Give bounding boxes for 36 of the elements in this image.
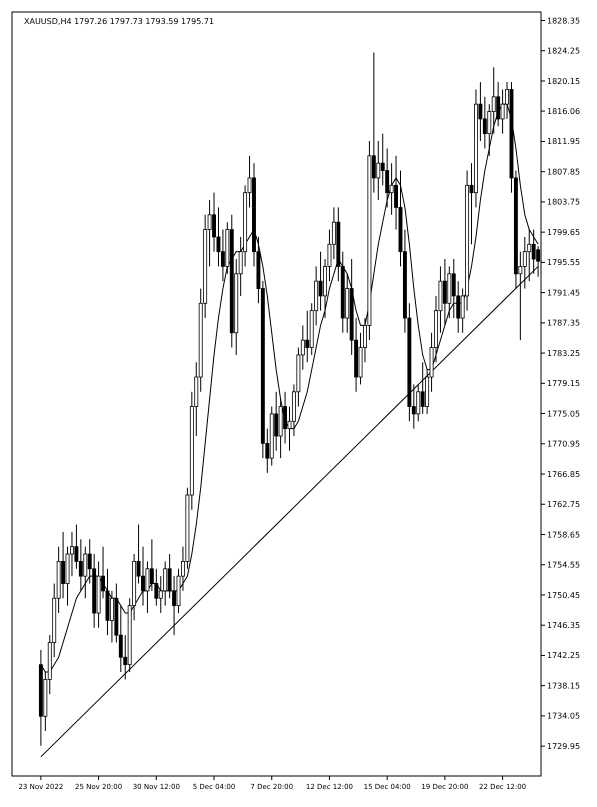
candlestick: [420, 362, 425, 414]
candlestick: [482, 96, 487, 149]
y-tick-label: 1750.45: [547, 590, 580, 600]
y-tick-label: 1734.05: [547, 712, 580, 721]
y-tick-label: 1738.15: [547, 681, 580, 690]
y-tick-label: 1820.15: [547, 76, 580, 86]
y-tick-label: 1762.75: [547, 500, 580, 510]
candlestick: [83, 546, 88, 599]
y-tick-label: 1770.95: [547, 440, 580, 449]
y-tick-label: 1824.25: [547, 46, 580, 56]
y-tick-label: 1754.55: [547, 560, 580, 570]
candlestick: [78, 538, 83, 592]
candlestick: [376, 140, 380, 201]
y-tick-label: 1803.75: [547, 198, 580, 207]
y-tick-label: 1758.65: [547, 530, 580, 540]
y-tick-label: 1787.35: [547, 318, 580, 328]
y-tick-label: 1775.05: [547, 409, 580, 418]
y-tick-label: 1807.85: [547, 167, 580, 176]
text: XAUUSD,H4 1797.26 1797.73 1793.59 1795.71: [24, 17, 214, 26]
y-tick-label: 1779.15: [547, 379, 580, 388]
y-tick-label: 1766.85: [547, 470, 580, 479]
candlestick: [385, 148, 390, 208]
y-tick-label: 1791.45: [547, 288, 580, 298]
y-tick-label: 1811.95: [547, 137, 580, 146]
candlestick: [154, 568, 158, 606]
y-tick-label: 1828.35: [547, 16, 580, 26]
candlestick: [452, 258, 456, 319]
y-tick-label: 1746.35: [547, 620, 580, 630]
y-tick-label: 1783.25: [547, 348, 580, 358]
candlestick: [416, 384, 420, 422]
y-tick-label: 1816.06: [547, 106, 580, 116]
y-tick-label: 1729.95: [547, 742, 580, 751]
y-tick-label: 1742.25: [547, 651, 580, 660]
y-tick-label: 1795.55: [547, 258, 580, 268]
y-tick-label: 1799.65: [547, 228, 580, 237]
candlestick: [305, 310, 310, 363]
